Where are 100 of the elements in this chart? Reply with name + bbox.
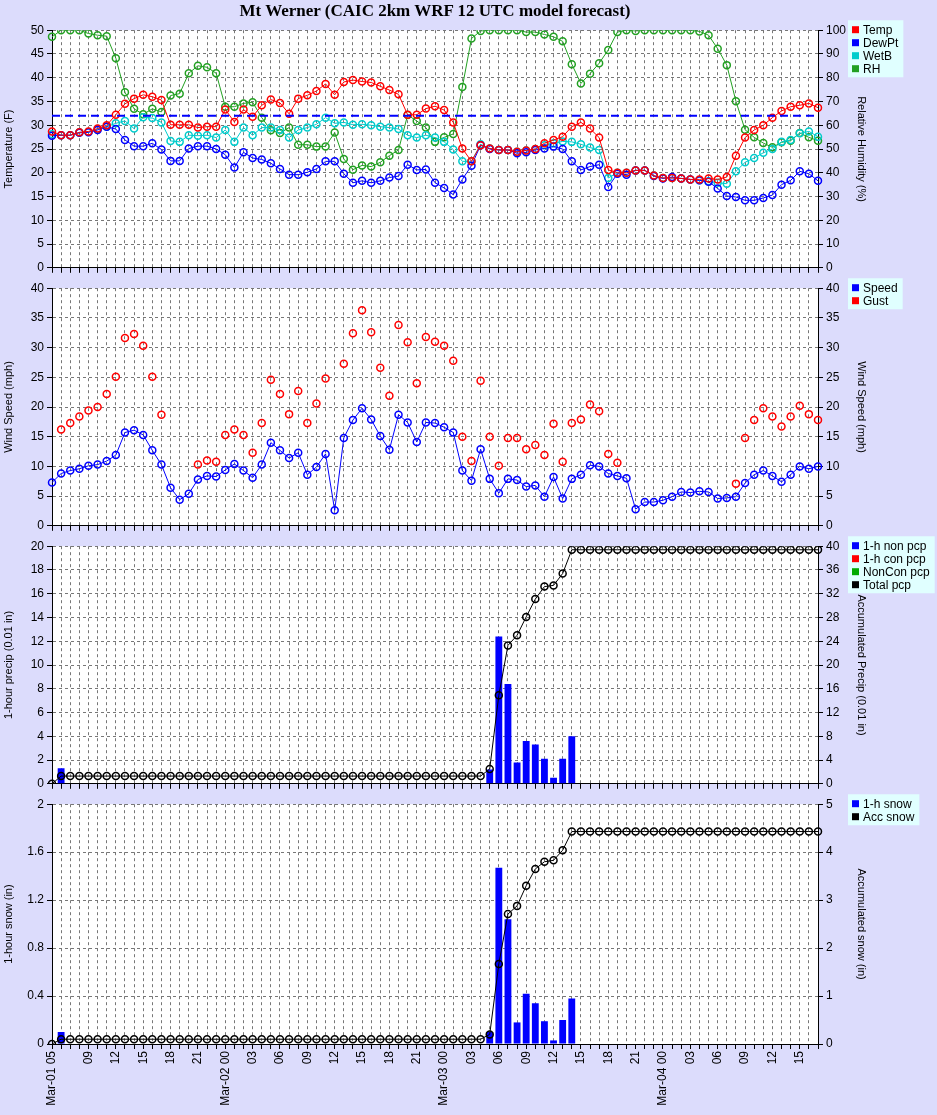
bar xyxy=(550,1040,557,1044)
y-tick-label: 0.8 xyxy=(27,940,45,955)
y-tick-label: 1.2 xyxy=(27,892,45,907)
y2-tick-label: 35 xyxy=(826,310,840,325)
x-tick-label: 15 xyxy=(573,1050,588,1065)
x-tick-label: 21 xyxy=(409,1050,424,1065)
y-tick-label: 15 xyxy=(30,188,45,203)
y2-tick-label: 5 xyxy=(826,488,833,503)
y-tick-label: 2 xyxy=(37,752,45,767)
legend-label: Gust xyxy=(863,293,890,308)
y2-axis-title: Accumulated Precip (0.01 in) xyxy=(856,594,869,736)
y2-tick-label: 80 xyxy=(826,70,840,85)
x-tick-label: 12 xyxy=(327,1050,341,1065)
y2-tick-label: 15 xyxy=(826,429,840,444)
x-tick-label: 09 xyxy=(80,1050,95,1065)
y-tick-label: 40 xyxy=(30,70,45,85)
y2-tick-label: 4 xyxy=(826,752,833,767)
y2-tick-label: 4 xyxy=(826,844,833,859)
y-axis-title: Temperature (F) xyxy=(1,109,14,189)
y2-tick-label: 3 xyxy=(826,892,833,907)
y-tick-label: 6 xyxy=(37,704,45,719)
bar xyxy=(541,1021,548,1044)
x-tick-label: Mar-01 05 xyxy=(44,1050,59,1106)
y-tick-label: 4 xyxy=(37,728,45,743)
y-tick-label: 10 xyxy=(30,212,45,227)
y-tick-label: 20 xyxy=(30,399,45,414)
y-tick-label: 40 xyxy=(30,280,45,295)
legend-label: Total pcp xyxy=(863,577,912,592)
y2-tick-label: 1 xyxy=(826,988,833,1003)
y2-tick-label: 25 xyxy=(826,369,840,384)
y2-tick-label: 90 xyxy=(826,46,840,61)
y2-tick-label: 30 xyxy=(826,188,840,203)
legend-label: Speed xyxy=(863,280,898,295)
y-tick-label: 14 xyxy=(30,609,45,624)
y2-tick-label: 20 xyxy=(826,657,840,672)
bar xyxy=(541,758,548,784)
y2-tick-label: 70 xyxy=(826,93,840,108)
y2-tick-label: 30 xyxy=(826,339,840,354)
y2-tick-label: 20 xyxy=(826,212,840,227)
y-tick-label: 45 xyxy=(30,46,45,61)
x-tick-label: 06 xyxy=(272,1050,287,1065)
chart-title: Mt Werner (CAIC 2km WRF 12 UTC model forecast) xyxy=(238,0,632,20)
y2-tick-label: 0 xyxy=(826,1036,833,1051)
x-tick-label: Mar-04 00 xyxy=(655,1050,670,1106)
y2-tick-label: 60 xyxy=(826,117,840,132)
y2-tick-label: 12 xyxy=(826,704,840,719)
x-tick-label: 03 xyxy=(244,1050,259,1065)
x-tick-label: 06 xyxy=(710,1050,724,1065)
y2-tick-label: 40 xyxy=(826,165,840,180)
x-tick-label: 15 xyxy=(135,1050,150,1065)
legend-label: RH xyxy=(863,61,881,76)
y-axis-title: 1-hour snow (in) xyxy=(1,884,14,964)
y2-tick-label: 5 xyxy=(826,796,833,811)
y-tick-label: 5 xyxy=(37,236,45,251)
y2-tick-label: 0 xyxy=(826,776,833,791)
bar xyxy=(522,993,530,1044)
legend-label: 1-h snow xyxy=(863,796,913,811)
y-tick-label: 30 xyxy=(30,339,45,354)
y-tick-label: 20 xyxy=(30,165,45,180)
y-tick-label: 0 xyxy=(37,518,45,533)
legend-label: Acc snow xyxy=(863,809,915,824)
y2-tick-label: 32 xyxy=(826,586,840,601)
x-tick-label: Mar-02 00 xyxy=(217,1050,232,1106)
y2-tick-label: 100 xyxy=(826,22,847,37)
x-tick-label: 21 xyxy=(190,1050,205,1065)
x-tick-label: 18 xyxy=(381,1050,396,1065)
x-tick-label: 06 xyxy=(491,1050,506,1065)
x-tick-label: 18 xyxy=(162,1050,177,1065)
y-tick-label: 18 xyxy=(30,562,45,577)
y2-tick-label: 0 xyxy=(826,518,833,533)
legend-label: Temp xyxy=(863,22,893,37)
y2-tick-label: 16 xyxy=(826,681,840,696)
bar xyxy=(531,1003,539,1044)
bar xyxy=(522,741,530,784)
x-tick-label: 18 xyxy=(600,1050,615,1065)
y-axis-title: Wind Speed (mph) xyxy=(1,361,14,453)
y2-axis-title: Accumulated snow (in) xyxy=(856,868,869,980)
y-tick-label: 10 xyxy=(30,458,45,473)
x-tick-label: 12 xyxy=(764,1050,779,1065)
y2-tick-label: 10 xyxy=(826,458,840,473)
y-tick-label: 25 xyxy=(30,369,45,384)
bar xyxy=(513,1022,521,1044)
x-tick-label: 03 xyxy=(682,1050,697,1065)
y-tick-label: 0 xyxy=(37,260,45,275)
y-tick-label: 0.4 xyxy=(27,988,45,1003)
y2-tick-label: 20 xyxy=(826,399,840,414)
legend-label: WetB xyxy=(863,48,893,63)
y-tick-label: 2 xyxy=(37,796,45,811)
x-tick-label: 12 xyxy=(108,1050,123,1065)
bar xyxy=(568,736,576,784)
y-tick-label: 1.6 xyxy=(27,844,45,859)
y-tick-label: 10 xyxy=(30,657,45,672)
y2-tick-label: 40 xyxy=(826,280,840,295)
y2-tick-label: 10 xyxy=(826,236,840,251)
y2-tick-label: 40 xyxy=(826,538,840,553)
y2-tick-label: 50 xyxy=(826,141,840,156)
legend-label: 1-h non pcp xyxy=(863,538,927,553)
y2-tick-label: 2 xyxy=(826,940,833,955)
y-tick-label: 12 xyxy=(30,633,45,648)
y-tick-label: 20 xyxy=(30,538,45,553)
